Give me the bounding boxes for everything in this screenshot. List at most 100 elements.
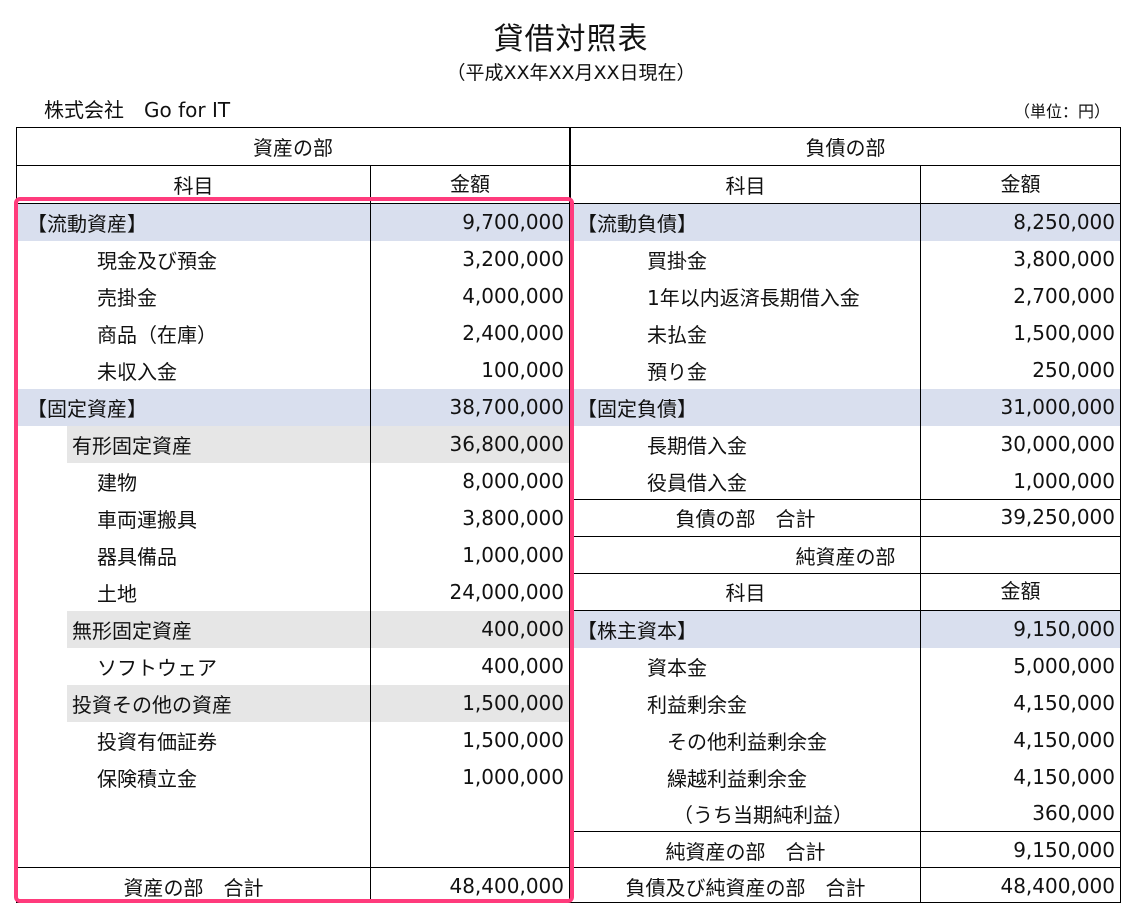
table-row: 【流動負債】 8,250,000 xyxy=(571,204,1120,241)
table-row: 保険積立金 1,000,000 xyxy=(17,759,569,796)
table-row: （うち当期純利益） 360,000 xyxy=(571,795,1120,832)
table-row: 現金及び預金 3,200,000 xyxy=(17,241,569,278)
table-row: 売掛金 4,000,000 xyxy=(17,278,569,315)
assets-column-header: 科目 金額 xyxy=(17,166,569,203)
balance-sheet-table: 資産の部 科目 金額 【流動資産】 9,700,000 現金及び預金 3,200… xyxy=(16,127,1121,903)
row-amount: 100,000 xyxy=(481,358,564,382)
liabilities-section-title: 負債の部 xyxy=(805,136,886,160)
table-row: 【流動資産】 9,700,000 xyxy=(17,204,569,241)
row-amount: 9,150,000 xyxy=(1013,617,1115,641)
row-amount: 2,400,000 xyxy=(462,321,564,345)
table-row: 投資その他の資産 1,500,000 xyxy=(17,685,569,722)
row-label: 資本金 xyxy=(647,656,707,680)
row-amount: 9,700,000 xyxy=(462,210,564,234)
row-label: 未払金 xyxy=(647,323,707,347)
table-row: 無形固定資産 400,000 xyxy=(17,611,569,648)
assets-section-title: 資産の部 xyxy=(253,136,333,160)
row-amount: 4,150,000 xyxy=(1013,728,1115,752)
row-amount: 3,800,000 xyxy=(1013,247,1115,271)
table-row: 長期借入金 30,000,000 xyxy=(571,426,1120,463)
table-row: 買掛金 3,800,000 xyxy=(571,241,1120,278)
assets-highlight-box xyxy=(14,197,574,903)
table-row: 1年以内返済長期借入金 2,700,000 xyxy=(571,278,1120,315)
row-amount: 8,250,000 xyxy=(1013,210,1115,234)
row-amount: 250,000 xyxy=(1032,358,1115,382)
liabilities-col-amount: 金額 xyxy=(1000,172,1041,196)
table-row: 投資有価証券 1,500,000 xyxy=(17,722,569,759)
net-assets-section-header: 純資産の部 xyxy=(571,537,1120,574)
row-label: 預り金 xyxy=(647,360,707,384)
row-label: 長期借入金 xyxy=(647,434,747,458)
assets-col-item: 科目 xyxy=(173,174,214,198)
row-amount: 24,000,000 xyxy=(449,580,564,604)
assets-section-header: 資産の部 xyxy=(17,128,569,165)
row-label: 現金及び預金 xyxy=(97,249,217,273)
row-label: 買掛金 xyxy=(647,249,707,273)
table-row: 車両運搬具 3,800,000 xyxy=(17,500,569,537)
table-row: 役員借入金 1,000,000 xyxy=(571,463,1120,500)
net-assets-section-title: 純資産の部 xyxy=(795,545,896,569)
table-row: 土地 24,000,000 xyxy=(17,574,569,611)
net-assets-column-header: 科目 金額 xyxy=(571,573,1120,610)
row-label: 【固定資産】 xyxy=(27,397,147,421)
assets-column: 資産の部 科目 金額 【流動資産】 9,700,000 現金及び預金 3,200… xyxy=(17,128,569,902)
row-label: （うち当期純利益） xyxy=(673,803,853,827)
row-amount: 400,000 xyxy=(481,617,564,641)
row-label: 利益剰余金 xyxy=(647,693,747,717)
liabilities-total-row: 負債の部 合計 39,250,000 xyxy=(571,499,1120,536)
liabilities-section-header: 負債の部 xyxy=(571,128,1120,165)
page-title: 貸借対照表 xyxy=(493,22,649,57)
table-row: 預り金 250,000 xyxy=(571,352,1120,389)
row-amount: 8,000,000 xyxy=(462,469,564,493)
row-amount: 360,000 xyxy=(1032,801,1115,825)
row-label: 繰越利益剰余金 xyxy=(667,767,807,791)
row-amount: 4,150,000 xyxy=(1013,691,1115,715)
row-amount: 1,000,000 xyxy=(462,543,564,567)
row-label: 土地 xyxy=(97,582,137,606)
row-label: 1年以内返済長期借入金 xyxy=(647,286,860,310)
row-label: 売掛金 xyxy=(97,286,157,310)
row-label: 【固定負債】 xyxy=(577,397,697,421)
table-row: 建物 8,000,000 xyxy=(17,463,569,500)
unit-label: （単位：円） xyxy=(1013,102,1110,121)
row-amount: 4,150,000 xyxy=(1013,765,1115,789)
row-amount: 1,500,000 xyxy=(1013,321,1115,345)
liabilities-column-header: 科目 金額 xyxy=(571,166,1120,203)
row-label: 【流動負債】 xyxy=(577,212,697,236)
liabilities-total-label: 負債の部 合計 xyxy=(675,507,816,531)
row-label: 商品（在庫） xyxy=(97,323,217,347)
row-label: 投資有価証券 xyxy=(97,730,217,754)
table-row: 器具備品 1,000,000 xyxy=(17,537,569,574)
table-row: ソフトウェア 400,000 xyxy=(17,648,569,685)
row-label: 投資その他の資産 xyxy=(72,693,232,717)
row-amount: 1,500,000 xyxy=(462,728,564,752)
liabilities-col-item: 科目 xyxy=(725,174,766,198)
row-label: 未収入金 xyxy=(97,360,177,384)
net-assets-total-row: 純資産の部 合計 9,150,000 xyxy=(571,832,1120,869)
net-assets-total-label: 純資産の部 合計 xyxy=(665,840,826,864)
table-row: 未収入金 100,000 xyxy=(17,352,569,389)
table-row: 【株主資本】 9,150,000 xyxy=(571,611,1120,648)
row-amount: 4,000,000 xyxy=(462,284,564,308)
row-label: 有形固定資産 xyxy=(72,434,192,458)
net-assets-total-amount: 9,150,000 xyxy=(1013,838,1115,862)
assets-total-amount: 48,400,000 xyxy=(449,874,564,898)
row-amount: 5,000,000 xyxy=(1013,654,1115,678)
row-label: 建物 xyxy=(97,471,137,495)
net-assets-col-item: 科目 xyxy=(725,581,766,605)
row-label: 器具備品 xyxy=(97,545,177,569)
liabilities-total-amount: 39,250,000 xyxy=(1000,505,1115,529)
row-label: 保険積立金 xyxy=(97,767,197,791)
table-row: 商品（在庫） 2,400,000 xyxy=(17,315,569,352)
row-label: 無形固定資産 xyxy=(72,619,192,643)
table-row: 【固定負債】 31,000,000 xyxy=(571,389,1120,426)
assets-total-label: 資産の部 合計 xyxy=(123,876,264,900)
table-row: 【固定資産】 38,700,000 xyxy=(17,389,569,426)
row-amount: 30,000,000 xyxy=(1000,432,1115,456)
row-amount: 36,800,000 xyxy=(449,432,564,456)
grand-total-amount: 48,400,000 xyxy=(1000,874,1115,898)
net-assets-col-amount: 金額 xyxy=(1000,579,1041,603)
row-label: 【株主資本】 xyxy=(577,619,697,643)
row-amount: 1,500,000 xyxy=(462,691,564,715)
row-label: 役員借入金 xyxy=(647,471,747,495)
